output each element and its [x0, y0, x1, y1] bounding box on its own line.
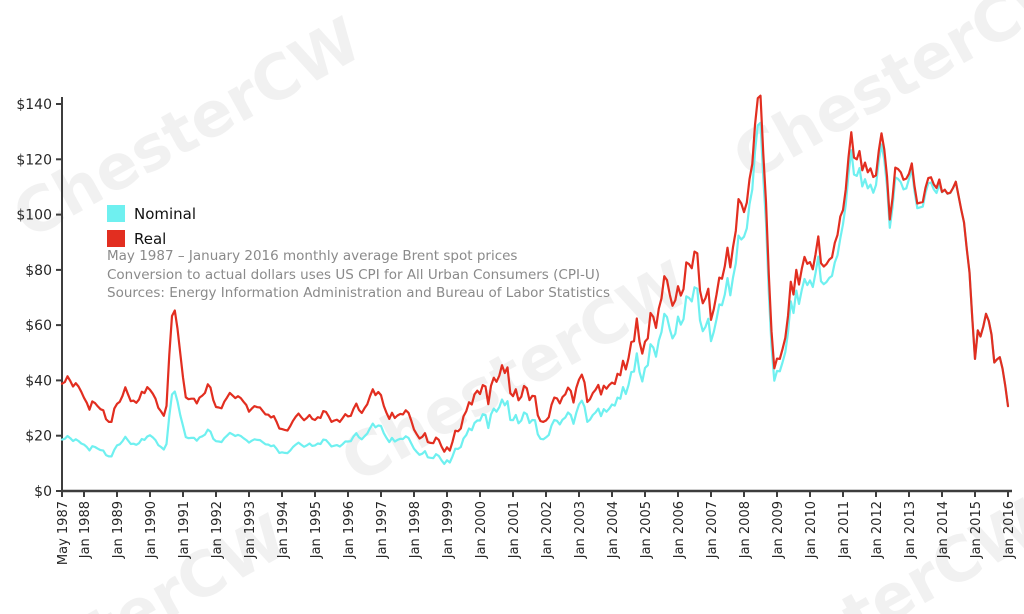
x-tick-label: Jan 2015 — [969, 501, 984, 559]
x-tick-label: Jan 2004 — [606, 501, 621, 559]
real-legend-swatch — [107, 230, 125, 247]
x-tick-label: Jan 1994 — [276, 501, 291, 559]
x-tick-label: Jan 1990 — [144, 501, 159, 559]
caption-line-2: Conversion to actual dollars uses US CPI… — [107, 266, 600, 283]
x-tick-label: Jan 2007 — [705, 501, 720, 559]
x-tick-label: Jan 2001 — [507, 501, 522, 559]
x-tick-label: Jan 2016 — [1002, 501, 1017, 559]
x-tick-label: Jan 1999 — [441, 501, 456, 559]
legend-item-nominal: Nominal — [107, 201, 196, 226]
x-tick-label: Jan 1993 — [243, 501, 258, 559]
x-tick-label: May 1987 — [56, 501, 71, 565]
y-tick-label: $120 — [16, 152, 52, 168]
nominal-legend-label: Nominal — [134, 204, 197, 223]
x-tick-label: Jan 2008 — [738, 501, 753, 559]
real-legend-label: Real — [134, 229, 167, 248]
x-tick-label: Jan 1988 — [78, 501, 93, 559]
series-line-real — [60, 94, 1010, 453]
y-tick-label: $100 — [16, 208, 52, 224]
y-tick-label: $140 — [16, 97, 52, 113]
x-tick-label: Jan 2005 — [639, 501, 654, 559]
x-tick-label: Jan 2013 — [903, 501, 918, 559]
x-tick-label: Jan 1991 — [177, 501, 192, 559]
x-tick-label: Jan 2002 — [540, 501, 555, 559]
y-tick-label: $40 — [25, 373, 52, 389]
x-tick-label: Jan 1997 — [375, 501, 390, 559]
y-tick-label: $0 — [34, 484, 52, 500]
x-tick-label: Jan 2003 — [573, 501, 588, 559]
x-tick-label: Jan 1996 — [342, 501, 357, 559]
x-tick-label: Jan 2010 — [804, 501, 819, 559]
y-tick-label: $80 — [25, 263, 52, 279]
x-tick-label: Jan 2014 — [936, 501, 951, 559]
y-tick-label: $20 — [25, 429, 52, 445]
nominal-legend-swatch — [107, 205, 125, 222]
x-tick-label: Jan 1992 — [210, 501, 225, 559]
x-tick-label: Jan 2009 — [771, 501, 786, 559]
legend-item-real: Real — [107, 226, 196, 251]
caption-line-3: Sources: Energy Information Administrati… — [107, 285, 610, 301]
x-tick-label: Jan 2011 — [837, 501, 852, 559]
chart-caption: May 1987 – January 2016 monthly average … — [107, 247, 610, 303]
x-tick-label: Jan 1998 — [408, 501, 423, 559]
x-tick-label: Jan 2006 — [672, 501, 687, 559]
caption-line-1: May 1987 – January 2016 monthly average … — [107, 248, 518, 264]
x-tick-label: Jan 2012 — [870, 501, 885, 559]
x-tick-label: Jan 1989 — [111, 501, 126, 559]
chart-legend: Nominal Real — [107, 201, 196, 251]
x-tick-label: Jan 1995 — [309, 501, 324, 559]
y-tick-label: $60 — [25, 318, 52, 334]
x-tick-label: Jan 2000 — [474, 501, 489, 559]
series-line-nominal — [60, 121, 1010, 465]
